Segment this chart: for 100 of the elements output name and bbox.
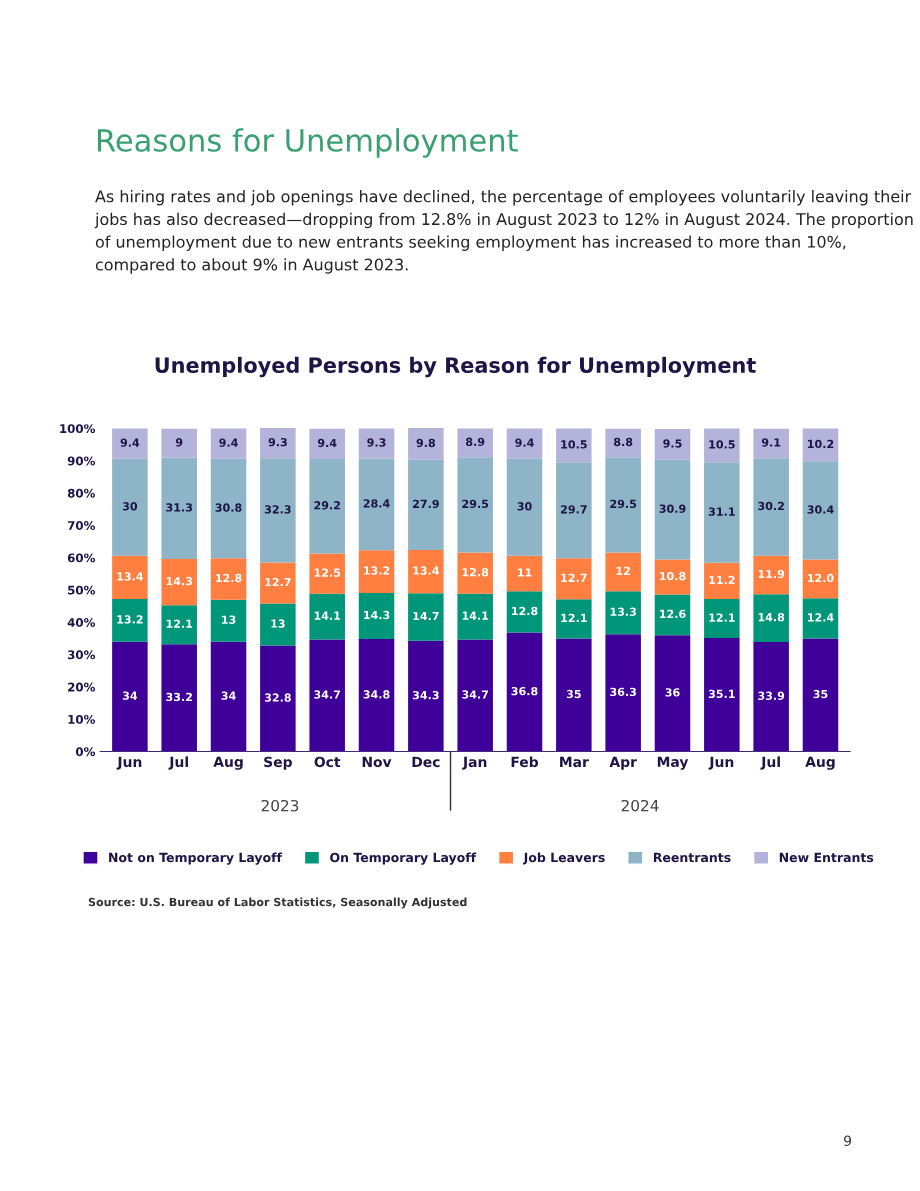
y-tick-label: 90% [67,456,96,466]
data-label: 34.8 [363,690,390,699]
data-label: 28.4 [363,499,390,508]
data-label: 12.8 [216,573,242,583]
data-label: 11 [518,568,532,577]
bar [408,428,444,460]
data-label: 9.4 [317,438,337,448]
bar [605,552,641,592]
x-tick-label: Apr [609,756,637,770]
bar [506,555,543,592]
data-label: 35.1 [708,689,735,699]
data-label: 34.7 [462,690,488,699]
bar [408,640,444,752]
data-label: 30 [122,502,138,511]
data-label: 35 [813,689,828,699]
bar [161,644,197,752]
data-label: 10.8 [660,571,686,581]
bar [210,558,247,600]
data-label: 30.2 [758,501,784,511]
bar [112,428,148,459]
bar [704,428,740,463]
data-label: 12.7 [561,573,587,582]
bar [605,428,641,458]
bar [654,594,691,636]
data-label: 12.5 [314,568,341,577]
x-tick-label: Nov [362,756,392,768]
bar [210,458,247,559]
data-label: 32.3 [264,505,291,514]
bar [112,555,148,600]
data-label: 11.9 [758,569,785,579]
bar [753,458,789,556]
data-label: 34.7 [314,690,341,699]
data-label: 33.2 [166,692,192,702]
bar [210,599,247,642]
x-tick-label: Dec [412,756,440,768]
data-label: 30.4 [807,505,834,514]
legend-label: On Temporary Layoff [330,852,477,865]
bar [556,428,592,463]
data-label: 29.7 [561,505,587,514]
data-label: 12.1 [166,619,193,628]
data-label: 35 [566,689,581,699]
data-label: 14.1 [314,611,341,620]
legend-label: Reentrants [653,852,731,863]
bar [802,461,839,560]
y-tick-label: 10% [68,714,96,724]
bar [704,599,740,639]
bar [704,462,740,563]
bar [358,592,395,640]
bar [457,593,493,640]
data-label: 9.4 [515,438,534,447]
bar [556,558,592,600]
data-label: 12.1 [561,613,587,622]
bar [260,645,296,752]
data-label: 29.5 [610,499,637,509]
data-label: 36.8 [511,686,538,696]
data-label: 14.8 [758,612,785,622]
x-tick-label: Oct [314,756,341,768]
data-label: 30.9 [659,504,686,513]
data-label: 12.8 [462,567,489,577]
data-label: 12.7 [265,577,291,587]
data-label: 10.2 [808,439,834,449]
x-tick-label: Jun [708,756,734,770]
x-tick-label: Mar [560,756,589,768]
data-label: 10.5 [561,440,587,449]
legend-label: New Entrants [779,852,874,863]
data-label: 11.2 [709,575,735,584]
data-label: 9.3 [268,437,287,447]
data-label: 13 [222,615,236,624]
data-label: 13.2 [364,566,390,575]
bar [506,591,543,633]
bar [161,605,197,645]
bar [556,638,592,752]
data-label: 32.8 [264,693,291,702]
x-tick-label: Jan [462,756,487,770]
chart-title: Reasons for Unemployment [98,128,518,158]
bar [260,562,296,604]
bar [506,458,543,556]
bar [506,428,543,459]
text: 2023 [261,799,299,812]
bar [408,593,444,641]
bar [457,552,493,594]
data-label: 36 [665,688,680,697]
bar [753,428,789,459]
bar [802,559,839,599]
bar [556,599,592,639]
x-tick-label: Jul [760,756,780,770]
bar [358,639,395,752]
y-tick-label: 40% [67,618,96,627]
bar [210,641,247,752]
data-label: 13.3 [610,607,636,616]
chart-subtitle: As hiring rates and job openings have declined, the percentage of employees voluntarily leaving their jobs has also decreased—dropping from 12.8% in August 2023 to 12% in August 2024. The proportion of unemployment due to new entrants seeking employment has increased to more than 10%, compared to about 9% in August 2023. [94,190,913,274]
data-label: 30.8 [215,503,242,512]
data-label: 14.3 [364,610,390,620]
bar [704,562,740,600]
bar [457,639,493,752]
y-tick-label: 80% [67,488,96,498]
y-tick-label: 20% [68,682,96,692]
bar [260,603,296,646]
legend-label: Job Leavers [522,852,605,865]
text: Unemployed Persons by Reason for Unemployment [155,356,756,378]
